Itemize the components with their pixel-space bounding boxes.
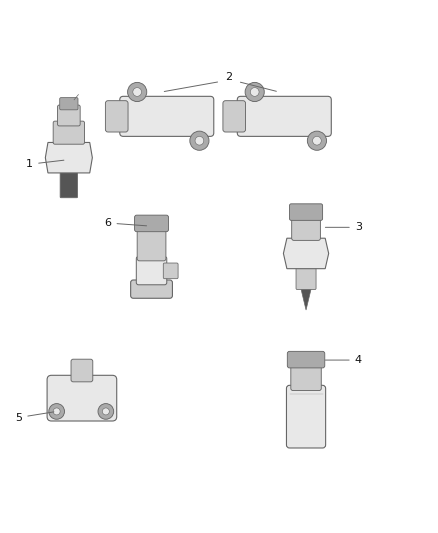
FancyBboxPatch shape	[120, 96, 214, 136]
Polygon shape	[301, 288, 311, 310]
Circle shape	[133, 87, 141, 96]
Polygon shape	[46, 142, 92, 173]
FancyBboxPatch shape	[131, 280, 173, 298]
FancyBboxPatch shape	[134, 215, 169, 232]
FancyBboxPatch shape	[47, 375, 117, 421]
FancyBboxPatch shape	[287, 351, 325, 368]
FancyBboxPatch shape	[60, 172, 78, 198]
FancyBboxPatch shape	[291, 362, 321, 391]
FancyBboxPatch shape	[137, 226, 166, 261]
Text: 4: 4	[325, 355, 362, 365]
FancyBboxPatch shape	[136, 256, 167, 285]
Circle shape	[245, 83, 264, 102]
Text: 2: 2	[226, 72, 233, 82]
FancyBboxPatch shape	[286, 385, 325, 448]
Circle shape	[127, 83, 147, 102]
FancyBboxPatch shape	[57, 105, 80, 126]
Text: 6: 6	[105, 218, 147, 228]
Circle shape	[195, 136, 204, 145]
Circle shape	[102, 408, 110, 415]
FancyBboxPatch shape	[223, 101, 246, 132]
Text: 1: 1	[26, 159, 64, 169]
FancyBboxPatch shape	[296, 268, 316, 289]
FancyBboxPatch shape	[71, 359, 93, 382]
FancyBboxPatch shape	[53, 121, 85, 144]
Circle shape	[251, 87, 259, 96]
Circle shape	[53, 408, 60, 415]
FancyBboxPatch shape	[60, 98, 78, 110]
FancyBboxPatch shape	[290, 204, 322, 220]
Circle shape	[98, 403, 114, 419]
FancyBboxPatch shape	[106, 101, 128, 132]
Circle shape	[190, 131, 209, 150]
Text: 3: 3	[325, 222, 362, 232]
Circle shape	[49, 403, 64, 419]
FancyBboxPatch shape	[163, 263, 178, 279]
Circle shape	[313, 136, 321, 145]
FancyBboxPatch shape	[237, 96, 331, 136]
Polygon shape	[283, 238, 328, 269]
FancyBboxPatch shape	[292, 214, 321, 240]
Circle shape	[307, 131, 326, 150]
Text: 5: 5	[15, 412, 54, 423]
